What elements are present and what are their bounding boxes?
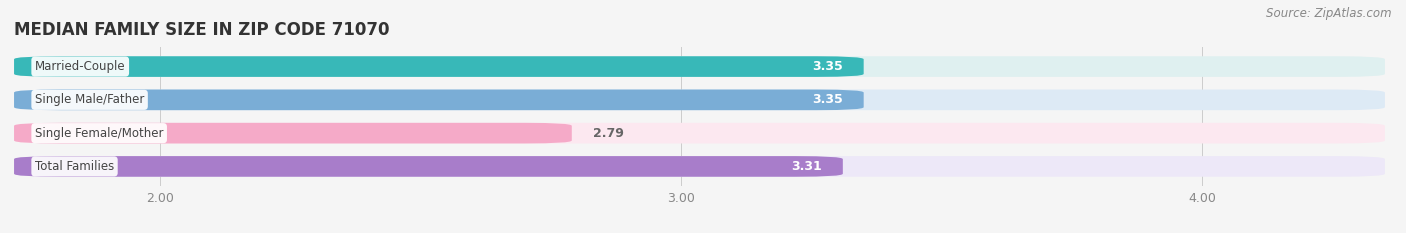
FancyBboxPatch shape — [14, 56, 1385, 77]
Text: Total Families: Total Families — [35, 160, 114, 173]
FancyBboxPatch shape — [14, 89, 863, 110]
Text: Married-Couple: Married-Couple — [35, 60, 125, 73]
Text: MEDIAN FAMILY SIZE IN ZIP CODE 71070: MEDIAN FAMILY SIZE IN ZIP CODE 71070 — [14, 21, 389, 39]
Text: 3.35: 3.35 — [813, 60, 842, 73]
FancyBboxPatch shape — [14, 156, 842, 177]
FancyBboxPatch shape — [14, 89, 1385, 110]
FancyBboxPatch shape — [14, 156, 1385, 177]
Text: Single Male/Father: Single Male/Father — [35, 93, 145, 106]
Text: Single Female/Mother: Single Female/Mother — [35, 127, 163, 140]
FancyBboxPatch shape — [14, 123, 572, 144]
Text: 3.31: 3.31 — [792, 160, 823, 173]
Text: 2.79: 2.79 — [593, 127, 623, 140]
FancyBboxPatch shape — [14, 56, 863, 77]
Text: Source: ZipAtlas.com: Source: ZipAtlas.com — [1267, 7, 1392, 20]
Text: 3.35: 3.35 — [813, 93, 842, 106]
FancyBboxPatch shape — [14, 123, 1385, 144]
